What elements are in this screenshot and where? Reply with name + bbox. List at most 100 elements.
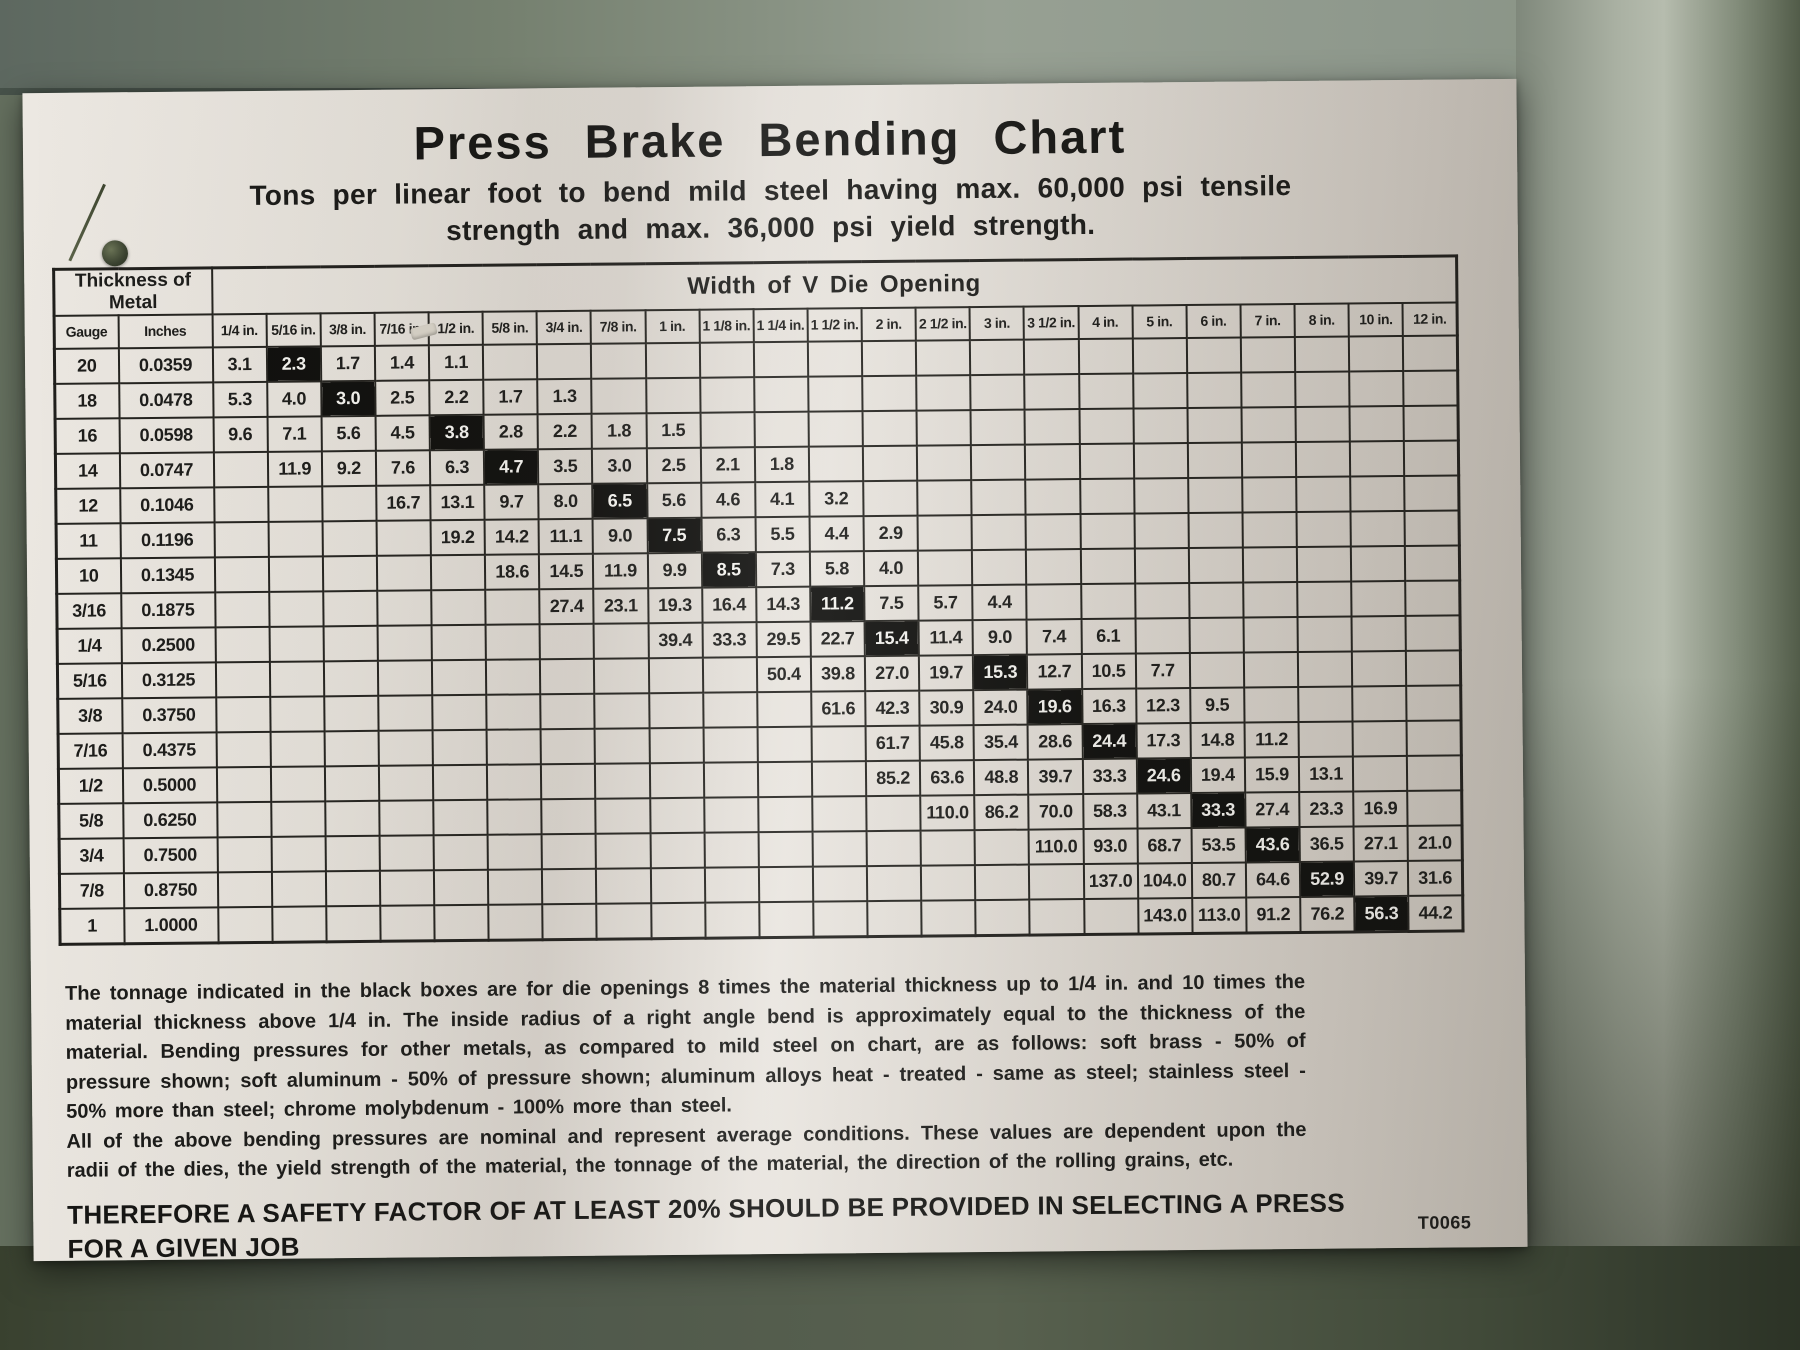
empty-cell bbox=[591, 343, 646, 379]
empty-cell bbox=[270, 731, 325, 767]
empty-cell bbox=[808, 446, 864, 482]
empty-cell bbox=[215, 696, 271, 733]
tonnage-cell: 143.0 bbox=[1137, 897, 1193, 934]
empty-cell bbox=[650, 832, 705, 869]
tonnage-cell: 2.2 bbox=[429, 379, 484, 416]
empty-cell bbox=[321, 485, 377, 522]
tonnage-cell: 8.5 bbox=[701, 552, 756, 588]
empty-cell bbox=[542, 903, 597, 940]
empty-cell bbox=[1079, 408, 1134, 444]
tonnage-cell: 80.7 bbox=[1191, 862, 1247, 898]
empty-cell bbox=[645, 377, 701, 414]
inches-cell: 1.0000 bbox=[123, 907, 219, 944]
empty-cell bbox=[703, 797, 759, 833]
empty-cell bbox=[1024, 373, 1080, 410]
empty-cell bbox=[378, 765, 434, 801]
empty-cell bbox=[916, 445, 972, 481]
tonnage-cell: 7.5 bbox=[647, 517, 702, 554]
die-width-column-header: 12 in. bbox=[1402, 302, 1458, 336]
empty-cell bbox=[268, 556, 323, 592]
tonnage-cell: 70.0 bbox=[1028, 793, 1084, 830]
gauge-cell: 7/16 bbox=[58, 733, 123, 769]
die-width-column-header: 3 in. bbox=[969, 306, 1025, 341]
tonnage-cell: 1.1 bbox=[428, 344, 484, 381]
empty-cell bbox=[1189, 617, 1244, 653]
inches-cell: 0.0598 bbox=[119, 417, 214, 454]
tonnage-cell: 11.9 bbox=[267, 451, 322, 487]
empty-cell bbox=[649, 797, 705, 834]
empty-cell bbox=[1133, 477, 1189, 514]
empty-cell bbox=[541, 763, 596, 800]
empty-cell bbox=[271, 871, 326, 907]
empty-cell bbox=[271, 836, 326, 872]
empty-cell bbox=[596, 903, 652, 940]
empty-cell bbox=[808, 411, 863, 447]
tonnage-cell: 7.4 bbox=[1026, 618, 1082, 655]
empty-cell bbox=[595, 798, 651, 834]
empty-cell bbox=[1243, 616, 1298, 653]
empty-cell bbox=[754, 411, 809, 448]
tonnage-cell: 48.8 bbox=[974, 759, 1029, 795]
empty-cell bbox=[216, 801, 272, 838]
tonnage-cell: 39.4 bbox=[648, 622, 703, 659]
die-width-column-header: 8 in. bbox=[1294, 303, 1349, 337]
empty-cell bbox=[215, 661, 270, 698]
empty-cell bbox=[486, 659, 541, 695]
empty-cell bbox=[594, 658, 649, 694]
empty-cell bbox=[324, 800, 380, 837]
empty-cell bbox=[1026, 583, 1082, 620]
empty-cell bbox=[704, 832, 759, 868]
safety-statement: THEREFORE A SAFETY FACTOR OF AT LEAST 20… bbox=[67, 1187, 1346, 1264]
empty-cell bbox=[1352, 720, 1408, 757]
empty-cell bbox=[916, 410, 972, 446]
empty-cell bbox=[1186, 372, 1242, 408]
empty-cell bbox=[1242, 511, 1297, 548]
empty-cell bbox=[648, 657, 703, 694]
empty-cell bbox=[758, 866, 814, 903]
thickness-of-metal-header: Thickness of Metal bbox=[53, 267, 213, 316]
tonnage-cell: 86.2 bbox=[974, 794, 1029, 830]
tonnage-cell: 110.0 bbox=[1028, 828, 1084, 865]
empty-cell bbox=[921, 864, 976, 901]
empty-cell bbox=[376, 520, 431, 556]
empty-cell bbox=[1298, 721, 1353, 757]
empty-cell bbox=[1295, 406, 1350, 442]
tonnage-cell: 91.2 bbox=[1246, 896, 1301, 933]
tonnage-cell: 6.5 bbox=[592, 483, 648, 519]
empty-cell bbox=[974, 829, 1030, 865]
inches-cell: 0.6250 bbox=[122, 802, 218, 839]
empty-cell bbox=[1351, 580, 1406, 617]
tonnage-cell: 110.0 bbox=[920, 794, 975, 831]
die-width-column-header: 1 1/8 in. bbox=[699, 309, 754, 343]
tonnage-cell: 5.7 bbox=[918, 585, 973, 621]
tonnage-cell: 53.5 bbox=[1191, 827, 1246, 863]
empty-cell bbox=[1404, 475, 1459, 511]
empty-cell bbox=[699, 377, 755, 413]
machine-right-band bbox=[1516, 0, 1800, 1350]
empty-cell bbox=[1025, 443, 1080, 480]
empty-cell bbox=[1348, 335, 1404, 372]
empty-cell bbox=[758, 831, 813, 868]
inches-cell: 0.3125 bbox=[121, 662, 216, 699]
die-width-column-header: 1 1/2 in. bbox=[807, 308, 862, 342]
tonnage-cell: 3.0 bbox=[592, 448, 647, 484]
empty-cell bbox=[1295, 371, 1350, 407]
tonnage-cell: 3.2 bbox=[809, 481, 864, 517]
inches-cell: 0.0359 bbox=[118, 347, 213, 384]
empty-cell bbox=[1187, 442, 1243, 478]
empty-cell bbox=[1187, 407, 1242, 443]
empty-cell bbox=[593, 623, 649, 659]
empty-cell bbox=[595, 763, 650, 799]
tonnage-cell: 7.5 bbox=[864, 585, 919, 622]
tonnage-cell: 64.6 bbox=[1245, 861, 1301, 898]
empty-cell bbox=[1132, 372, 1188, 409]
inches-cell: 0.1046 bbox=[119, 487, 215, 524]
tonnage-cell: 30.9 bbox=[919, 690, 974, 726]
tonnage-cell: 6.3 bbox=[429, 449, 485, 486]
tonnage-cell: 24.6 bbox=[1136, 757, 1191, 794]
empty-cell bbox=[1083, 898, 1139, 935]
tonnage-cell: 1.8 bbox=[591, 413, 647, 449]
empty-cell bbox=[214, 591, 270, 628]
notes-paragraph-1: The tonnage indicated in the black boxes… bbox=[64, 970, 1306, 1124]
empty-cell bbox=[267, 486, 323, 522]
